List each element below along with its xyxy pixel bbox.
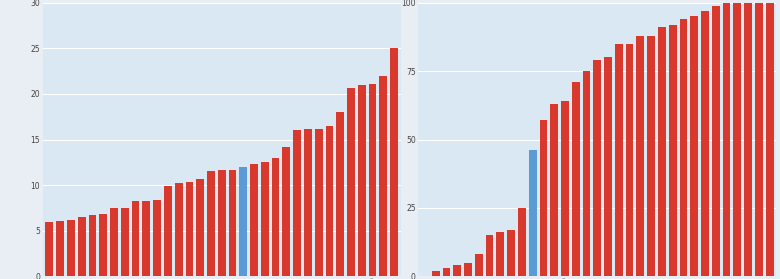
Bar — [175, 183, 183, 276]
Bar — [475, 254, 483, 276]
Bar — [325, 126, 333, 276]
Bar — [572, 82, 580, 276]
Bar — [315, 129, 323, 276]
Bar — [347, 88, 355, 276]
Bar — [733, 3, 741, 276]
Bar — [89, 215, 97, 276]
Bar — [239, 167, 247, 276]
Bar — [250, 164, 258, 276]
Bar — [358, 85, 366, 276]
Bar — [78, 217, 86, 276]
Bar — [229, 170, 236, 276]
Bar — [712, 6, 720, 276]
Bar — [755, 3, 763, 276]
Bar — [529, 150, 537, 276]
Bar — [561, 101, 569, 276]
Bar — [518, 208, 526, 276]
Bar — [110, 208, 118, 276]
Bar — [45, 222, 53, 276]
Bar — [464, 263, 472, 276]
Bar — [197, 179, 204, 276]
Bar — [540, 120, 548, 276]
Bar — [679, 19, 687, 276]
Bar — [164, 186, 172, 276]
Bar — [583, 71, 590, 276]
Bar — [261, 162, 268, 276]
Bar — [766, 3, 774, 276]
Bar — [56, 221, 64, 276]
Bar — [647, 36, 655, 276]
Bar — [390, 48, 398, 276]
Bar — [496, 232, 504, 276]
Bar — [153, 200, 161, 276]
Bar — [282, 147, 290, 276]
Bar — [207, 171, 215, 276]
Bar — [744, 3, 752, 276]
Bar — [67, 220, 75, 276]
Bar — [594, 60, 601, 276]
Bar — [551, 104, 558, 276]
Bar — [701, 11, 709, 276]
Bar — [218, 170, 225, 276]
Bar — [379, 76, 387, 276]
Bar — [453, 265, 461, 276]
Bar — [442, 268, 450, 276]
Bar — [690, 16, 698, 276]
Bar — [132, 201, 140, 276]
Bar — [121, 208, 129, 276]
Bar — [99, 214, 107, 276]
Bar — [432, 271, 440, 276]
Bar — [186, 182, 193, 276]
Bar — [626, 44, 633, 276]
Bar — [143, 201, 151, 276]
Bar — [615, 44, 622, 276]
Bar — [658, 27, 666, 276]
Bar — [336, 112, 344, 276]
Bar — [293, 130, 301, 276]
Bar — [604, 57, 612, 276]
Bar — [486, 235, 494, 276]
Bar — [636, 36, 644, 276]
Bar — [507, 230, 515, 276]
Bar — [304, 129, 312, 276]
Bar — [271, 158, 279, 276]
Bar — [722, 3, 730, 276]
Bar — [369, 84, 377, 276]
Bar — [668, 25, 676, 276]
